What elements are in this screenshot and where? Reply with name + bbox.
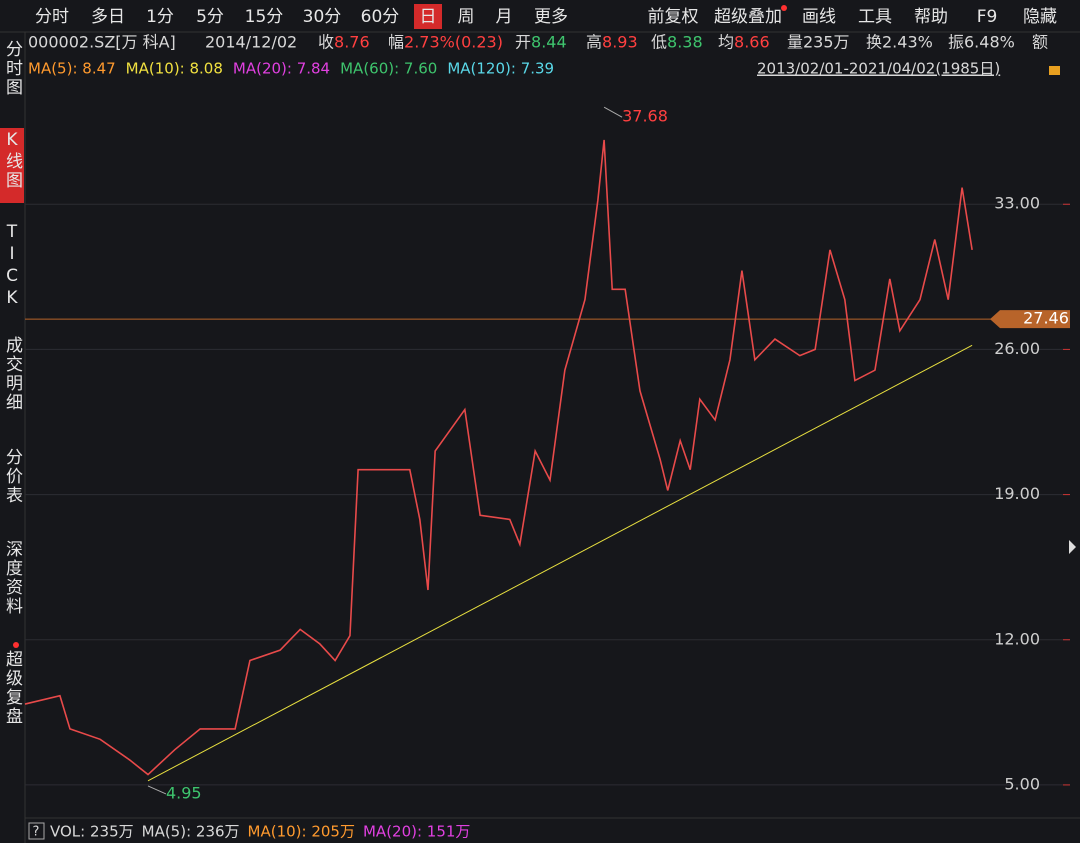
annotation-label: 4.95 bbox=[166, 783, 202, 802]
side-tab[interactable]: TICK bbox=[2, 222, 22, 310]
annotation-leader bbox=[147, 785, 167, 795]
tool[interactable]: 超级叠加 bbox=[714, 7, 782, 27]
side-tab[interactable]: 成交明细 bbox=[2, 336, 23, 412]
info-label: 低 bbox=[651, 33, 667, 52]
y-tick-label: 33.00 bbox=[994, 194, 1040, 213]
help-icon[interactable] bbox=[28, 822, 45, 840]
help-icon-text: ? bbox=[33, 825, 40, 840]
ma-legend: MA(5): 8.47 bbox=[28, 60, 116, 78]
info-value: 8.38 bbox=[667, 33, 703, 52]
tab[interactable]: 60分 bbox=[361, 7, 400, 27]
volume-legend: MA(5): 236万 bbox=[142, 823, 240, 841]
tab-active-bg bbox=[414, 4, 442, 29]
annotation-leader bbox=[603, 106, 623, 118]
info-label: 量235万 bbox=[787, 33, 850, 52]
y-tick-label: 19.00 bbox=[994, 484, 1040, 503]
current-price-label: 27.46 bbox=[1023, 309, 1069, 328]
info-label: 高 bbox=[586, 33, 602, 52]
tab[interactable]: 更多 bbox=[534, 7, 568, 27]
info-value: 8.44 bbox=[531, 33, 567, 52]
info-value: 8.93 bbox=[602, 33, 638, 52]
annotation-label: 37.68 bbox=[622, 107, 668, 126]
side-active-bg bbox=[0, 128, 24, 203]
tab[interactable]: 30分 bbox=[303, 7, 342, 27]
tool[interactable]: 帮助 bbox=[914, 7, 948, 27]
tool[interactable]: 隐藏 bbox=[1023, 7, 1057, 27]
tool[interactable]: 画线 bbox=[802, 7, 836, 27]
price-line bbox=[24, 139, 973, 776]
tool[interactable]: 前复权 bbox=[648, 7, 699, 27]
info-value: 2.73%(0.23) bbox=[404, 33, 503, 52]
tab[interactable]: 分时 bbox=[35, 7, 69, 27]
date: 2014/12/02 bbox=[205, 33, 297, 52]
ma-legend: MA(20): 7.84 bbox=[233, 60, 330, 78]
tab[interactable]: 月 bbox=[496, 7, 513, 27]
y-tick-label: 26.00 bbox=[994, 339, 1040, 358]
side-tab[interactable]: 超级复盘 bbox=[2, 650, 23, 726]
side-tab[interactable]: 深度资料 bbox=[2, 540, 23, 616]
lock-icon[interactable] bbox=[1049, 66, 1060, 75]
ma-legend: MA(60): 7.60 bbox=[340, 60, 437, 78]
tab[interactable]: 周 bbox=[458, 7, 475, 27]
trendline bbox=[147, 344, 973, 782]
info-label: 开 bbox=[515, 33, 531, 52]
symbol: 000002.SZ[万 科A] bbox=[28, 33, 176, 52]
info-label: 幅 bbox=[388, 33, 404, 52]
info-label: 振6.48% bbox=[948, 33, 1015, 52]
y-tick-label: 12.00 bbox=[994, 629, 1040, 648]
volume-legend: MA(20): 151万 bbox=[363, 823, 470, 841]
ma-legend: MA(120): 7.39 bbox=[447, 60, 554, 78]
side-tab[interactable]: K线图 bbox=[2, 130, 23, 190]
tool[interactable]: F9 bbox=[977, 7, 998, 27]
tab[interactable]: 15分 bbox=[245, 7, 284, 27]
tool[interactable]: 工具 bbox=[858, 7, 892, 27]
tab[interactable]: 5分 bbox=[196, 7, 224, 27]
info-value: 8.76 bbox=[334, 33, 370, 52]
y-tick-label: 5.00 bbox=[1004, 774, 1040, 793]
tab[interactable]: 日 bbox=[420, 7, 437, 27]
current-price-tag bbox=[990, 310, 1070, 329]
ma-legend: MA(10): 8.08 bbox=[126, 60, 223, 78]
side-tab[interactable]: 分时图 bbox=[2, 40, 23, 97]
side-tab[interactable]: 分价表 bbox=[2, 448, 23, 505]
info-label: 均 bbox=[718, 33, 734, 52]
notify-dot bbox=[13, 642, 19, 648]
info-label: 额 bbox=[1032, 33, 1048, 52]
volume-legend: VOL: 235万 bbox=[50, 823, 134, 841]
info-value: 8.66 bbox=[734, 33, 770, 52]
info-label: 收 bbox=[318, 33, 334, 52]
tab[interactable]: 1分 bbox=[146, 7, 174, 27]
tab[interactable]: 多日 bbox=[91, 7, 125, 27]
expand-arrow[interactable] bbox=[1069, 540, 1076, 554]
volume-legend: MA(10): 205万 bbox=[248, 823, 355, 841]
notify-dot bbox=[781, 5, 787, 11]
info-label: 换2.43% bbox=[866, 33, 933, 52]
date-range[interactable]: 2013/02/01-2021/04/02(1985日) bbox=[757, 60, 1000, 78]
